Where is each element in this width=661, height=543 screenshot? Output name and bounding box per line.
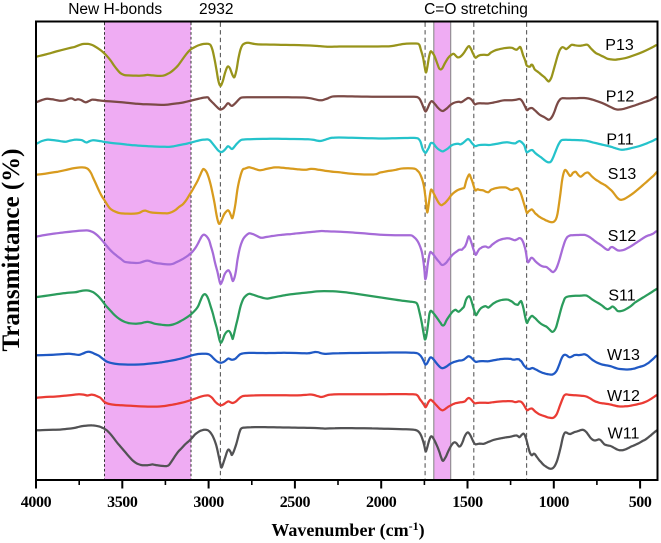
svg-text:3000: 3000 [193,494,224,511]
svg-text:3500: 3500 [107,494,138,511]
svg-text:Transmittance (%): Transmittance (%) [0,149,25,352]
svg-text:C=O stretching: C=O stretching [424,1,528,18]
svg-text:1500: 1500 [452,494,483,511]
svg-text:S13: S13 [608,166,637,183]
svg-text:P12: P12 [606,88,635,105]
svg-text:New H-bonds: New H-bonds [68,1,162,18]
svg-text:W13: W13 [607,347,640,364]
svg-text:P13: P13 [605,37,634,54]
svg-text:500: 500 [629,494,652,511]
svg-text:2000: 2000 [366,494,397,511]
svg-text:S11: S11 [608,288,635,305]
svg-text:P11: P11 [606,132,633,149]
svg-text:W12: W12 [607,388,640,405]
svg-text:2500: 2500 [280,494,311,511]
svg-text:1000: 1000 [539,494,570,511]
svg-text:2932: 2932 [199,1,233,18]
svg-text:4000: 4000 [21,494,52,511]
svg-text:Wavenumber (cm-1): Wavenumber (cm-1) [271,519,424,541]
svg-text:S12: S12 [608,228,637,245]
svg-text:W11: W11 [608,426,640,443]
